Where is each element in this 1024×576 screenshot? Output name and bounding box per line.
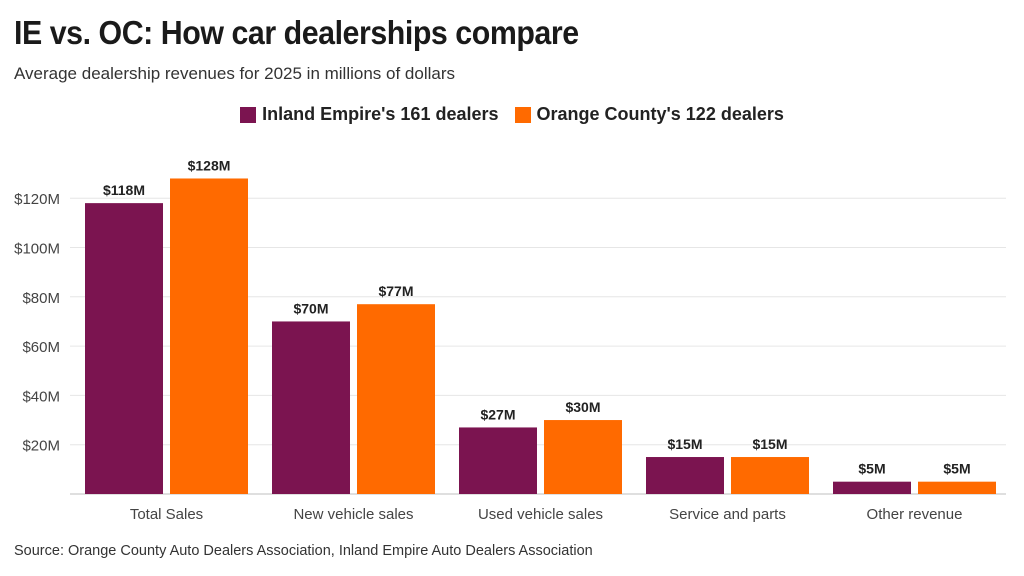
bar [85,203,163,494]
y-tick-label: $100M [14,241,60,258]
bar [918,481,996,494]
data-label: $118M [103,182,145,198]
x-tick-label: Other revenue [867,506,963,523]
data-label: $15M [667,436,702,452]
y-tick-label: $120M [14,191,60,208]
bar [833,481,911,494]
y-tick-label: $40M [22,388,60,405]
bar [544,420,622,494]
data-label: $5M [858,461,885,477]
source-note: Source: Orange County Auto Dealers Assoc… [14,543,593,559]
y-tick-label: $60M [22,339,60,356]
data-label: $128M [188,157,231,173]
bar [731,457,809,494]
data-label: $27M [480,406,515,422]
data-label: $5M [943,461,970,477]
data-label: $70M [293,300,328,316]
legend-label-oc: Orange County's 122 dealers [536,104,784,124]
legend: Inland Empire's 161 dealers Orange Count… [0,104,1024,125]
bar-chart: $20M $40M $60M $80M $100M $120M $118M $128M Tota… [14,157,1006,523]
legend-swatch-ie [240,106,257,123]
x-tick-label: Service and parts [669,506,786,523]
legend-item-oc: Orange County's 122 dealers [514,104,784,125]
legend-swatch-oc [514,106,531,123]
bar [272,321,350,494]
bar [646,457,724,494]
y-tick-label: $20M [22,438,60,455]
bar [357,304,435,494]
data-label: $77M [378,283,413,299]
chart-subtitle: Average dealership revenues for 2025 in … [14,64,455,83]
x-tick-label: New vehicle sales [293,506,413,523]
data-label: $30M [565,399,600,415]
chart-title: IE vs. OC: How car dealerships compare [14,14,579,51]
legend-item-ie: Inland Empire's 161 dealers [240,104,499,125]
legend-label-ie: Inland Empire's 161 dealers [262,104,499,124]
y-tick-label: $80M [22,290,60,307]
data-label: $15M [752,436,787,452]
x-tick-label: Total Sales [130,506,203,523]
bar [170,178,248,495]
x-tick-label: Used vehicle sales [478,506,603,523]
bar [459,427,537,494]
